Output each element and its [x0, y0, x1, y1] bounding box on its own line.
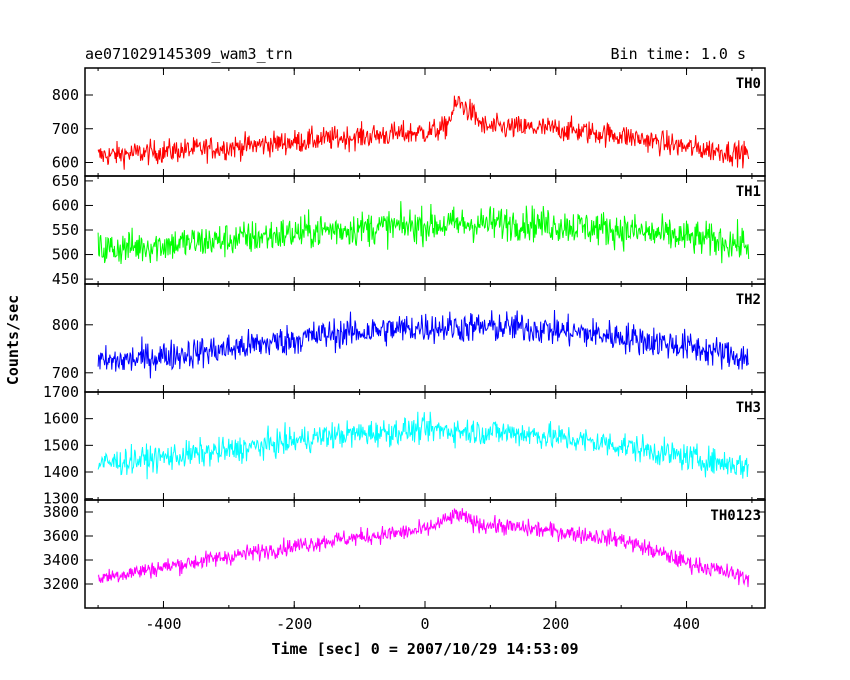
- y-tick-label: 1500: [43, 436, 79, 454]
- y-tick-label: 550: [52, 221, 79, 239]
- panels-group: TH0600700800TH1450500550600650TH2700800T…: [43, 67, 766, 633]
- y-tick-label: 800: [52, 316, 79, 334]
- y-tick-label: 700: [52, 120, 79, 138]
- y-tick-label: 600: [52, 154, 79, 172]
- y-tick-label: 450: [52, 270, 79, 288]
- chart-subtitle: Bin time: 1.0 s: [611, 45, 746, 63]
- y-tick-label: 1400: [43, 463, 79, 481]
- panel-label-th2: TH2: [736, 292, 761, 308]
- x-tick-label: 400: [673, 615, 700, 633]
- y-tick-label: 700: [52, 364, 79, 382]
- y-tick-label: 600: [52, 196, 79, 214]
- panel-label-th1: TH1: [736, 184, 761, 200]
- panel-label-th3: TH3: [736, 400, 761, 416]
- panel-frame-th0: [84, 67, 766, 177]
- series-line-th2: [97, 309, 750, 379]
- series-line-th0: [97, 95, 750, 170]
- series-line-th1: [97, 201, 750, 265]
- chart-title: ae071029145309_wam3_trn: [85, 45, 293, 63]
- series-line-th3: [97, 411, 750, 480]
- x-tick-label: -400: [145, 615, 181, 633]
- panel-label-th0: TH0: [736, 76, 761, 92]
- x-tick-label: 200: [542, 615, 569, 633]
- x-axis-label: Time [sec] 0 = 2007/10/29 14:53:09: [271, 640, 578, 658]
- y-tick-label: 500: [52, 246, 79, 264]
- y-tick-label: 1300: [43, 490, 79, 508]
- series-line-th0123: [97, 508, 750, 588]
- y-tick-label: 1600: [43, 410, 79, 428]
- panel-label-th0123: TH0123: [710, 508, 761, 524]
- y-tick-label: 3600: [43, 527, 79, 545]
- y-tick-label: 3800: [43, 503, 79, 521]
- y-axis-label: Counts/sec: [4, 295, 22, 385]
- y-tick-label: 800: [52, 86, 79, 104]
- y-tick-label: 3200: [43, 575, 79, 593]
- y-tick-label: 1700: [43, 383, 79, 401]
- x-tick-label: 0: [420, 615, 429, 633]
- y-tick-label: 650: [52, 172, 79, 190]
- y-tick-label: 3400: [43, 551, 79, 569]
- x-tick-label: -200: [276, 615, 312, 633]
